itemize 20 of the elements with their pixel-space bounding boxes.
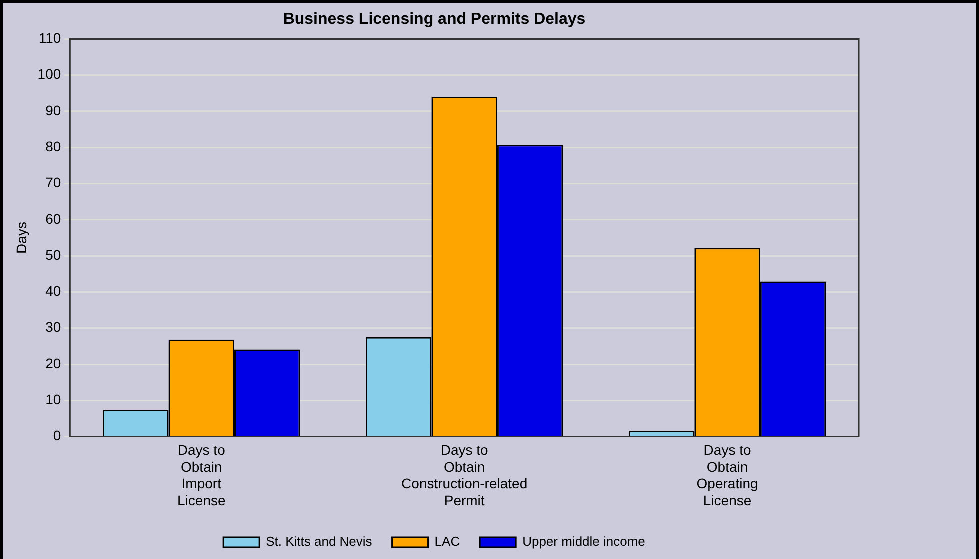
y-tick-label: 70 — [46, 174, 62, 191]
y-tick-label: 20 — [46, 355, 62, 372]
x-tick-label: Days to Obtain Import License — [178, 442, 226, 508]
y-axis-title: Days — [13, 222, 30, 254]
legend-label: Upper middle income — [522, 534, 646, 550]
legend-label: St. Kitts and Nevis — [266, 534, 373, 550]
x-tick-label: Days to Obtain Operating License — [696, 442, 758, 508]
legend-label: LAC — [434, 534, 460, 550]
chart-title: Business Licensing and Permits Delays — [283, 11, 586, 28]
y-tick-label: 40 — [46, 283, 62, 300]
y-tick-label: 0 — [53, 428, 62, 444]
y-tick-label: 110 — [38, 30, 62, 46]
x-tick-label: Days to Obtain Construction-related Permit — [402, 442, 528, 508]
y-tick-label: 60 — [46, 210, 62, 227]
y-tick-label: 100 — [38, 66, 62, 82]
y-tick-label: 90 — [46, 102, 62, 118]
y-tick-label: 10 — [46, 392, 62, 408]
y-tick-label: 50 — [46, 246, 62, 263]
y-tick-label: 30 — [46, 319, 62, 336]
y-tick-label: 80 — [46, 138, 62, 154]
